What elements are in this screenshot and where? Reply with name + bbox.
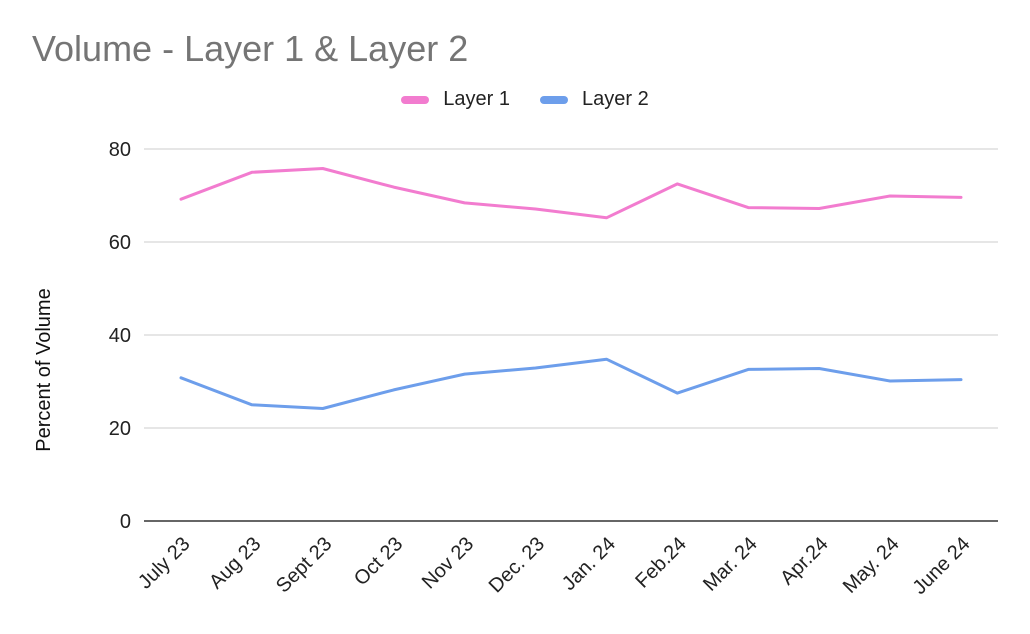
y-tick-label: 80 [109, 139, 131, 161]
legend-label-layer-1: Layer 1 [443, 88, 510, 110]
legend-swatch-layer-1 [401, 95, 430, 104]
x-tick-label: Sept 23 [272, 533, 336, 597]
x-tick-label: June 24 [909, 533, 975, 599]
legend-swatch-layer-2 [540, 95, 568, 104]
series-lines [179, 167, 963, 410]
x-tick-label: May. 24 [839, 533, 904, 598]
y-tick-label: 20 [109, 418, 131, 440]
series-line-2[interactable] [179, 357, 963, 410]
legend-label-layer-2: Layer 2 [582, 88, 649, 110]
x-tick-label: July 23 [134, 533, 194, 593]
x-tick-label: Aug 23 [205, 533, 265, 593]
y-axis-ticks: 0 20 40 60 80 [109, 139, 131, 533]
series-line-1[interactable] [179, 167, 963, 220]
x-tick-label: Oct 23 [350, 533, 407, 590]
y-axis-label: Percent of Volume [33, 288, 55, 451]
x-tick-label: Feb.24 [631, 533, 691, 593]
x-tick-label: Mar. 24 [699, 533, 762, 596]
legend-item-layer-1[interactable]: Layer 1 [401, 88, 510, 111]
x-tick-label: Jan. 24 [558, 533, 620, 595]
legend: Layer 1 Layer 2 [0, 88, 1030, 111]
x-axis-ticks: July 23 Aug 23 Sept 23 Oct 23 Nov 23 Dec. 23 J… [134, 533, 974, 599]
y-tick-label: 40 [109, 325, 131, 347]
legend-item-layer-2[interactable]: Layer 2 [540, 88, 649, 111]
chart-title: Volume - Layer 1 & Layer 2 [32, 28, 469, 69]
y-tick-label: 0 [120, 511, 131, 533]
y-tick-label: 60 [109, 232, 131, 254]
x-tick-label: Dec. 23 [485, 533, 549, 597]
x-tick-label: Apr.24 [776, 533, 832, 589]
x-tick-label: Nov 23 [418, 533, 478, 593]
gridlines [144, 148, 998, 522]
